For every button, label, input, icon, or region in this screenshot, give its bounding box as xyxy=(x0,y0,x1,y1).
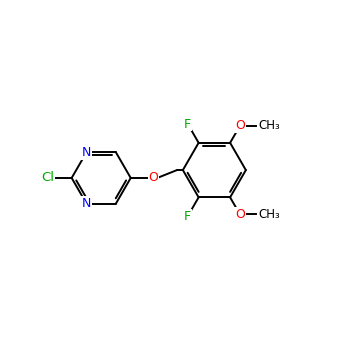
Text: O: O xyxy=(235,208,245,221)
Text: CH₃: CH₃ xyxy=(259,119,280,132)
Text: O: O xyxy=(235,119,245,132)
Text: F: F xyxy=(184,118,191,131)
Text: CH₃: CH₃ xyxy=(259,208,280,221)
Text: N: N xyxy=(82,146,91,159)
Text: O: O xyxy=(148,172,158,184)
Text: F: F xyxy=(184,210,191,223)
Text: Cl: Cl xyxy=(42,172,55,184)
Text: N: N xyxy=(82,197,91,210)
